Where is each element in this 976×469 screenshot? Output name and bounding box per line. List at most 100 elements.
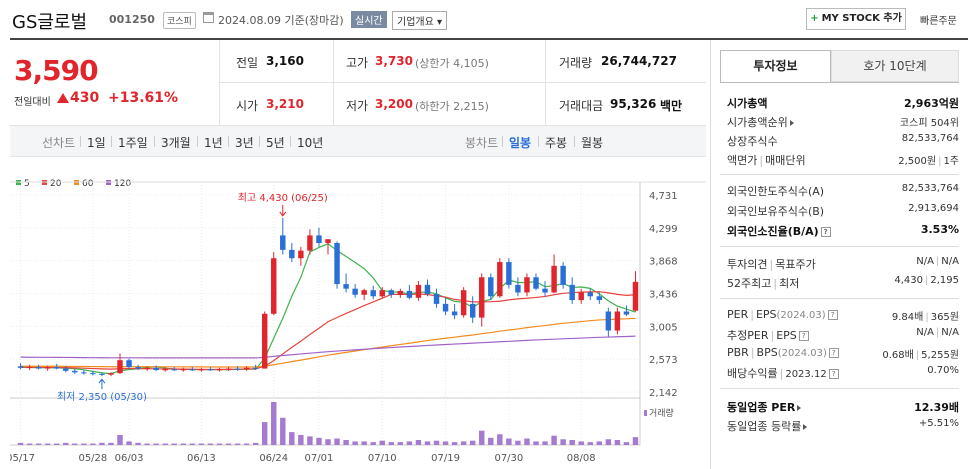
company-overview-dropdown[interactable]: 기업개요 ▾ [392, 11, 447, 30]
up-arrow-icon [57, 93, 69, 103]
tab-order-book-10[interactable]: 호가 10단계 [831, 50, 959, 82]
help-icon[interactable]: ? [828, 348, 839, 358]
help-icon[interactable]: ? [820, 227, 831, 237]
help-icon[interactable]: ? [798, 331, 809, 341]
candle-body [569, 284, 575, 301]
amount-value: 95,326 [610, 97, 657, 111]
price-change: 430 [70, 90, 100, 106]
divider [197, 136, 198, 147]
realtime-button[interactable]: 실시간 [351, 11, 387, 28]
candle-body [506, 262, 512, 285]
volume-bar [108, 442, 114, 445]
legend-label: 20 [50, 179, 62, 189]
candle-body [370, 290, 376, 297]
y-tick-label: 4,731 [649, 191, 678, 202]
volume-bar [370, 442, 376, 445]
candle-weekly[interactable]: 주봉 [545, 136, 568, 150]
help-icon[interactable]: ? [827, 310, 838, 320]
shares-value: 82,533,764 [901, 133, 959, 144]
volume-bar [433, 440, 440, 445]
volume-bar [560, 439, 566, 445]
tab-investment-info[interactable]: 투자정보 [720, 50, 831, 82]
candle-body [225, 368, 232, 370]
period-1d[interactable]: 1일 [87, 136, 106, 150]
price-chart[interactable]: 5 20 60 120 거래량 4,731 4,299 3,868 3,436 3,005 2,… [10, 170, 706, 469]
legend-label: 120 [114, 179, 131, 189]
candle-body [361, 290, 367, 295]
candle-body [126, 360, 132, 368]
w52-high-value: 4,430 [894, 275, 923, 286]
low-annotation: 최저 2,350 (05/30) [57, 391, 147, 403]
candle-body [542, 288, 548, 293]
period-3m[interactable]: 3개월 [161, 136, 191, 150]
candle-body [334, 243, 340, 285]
est-eps-label: EPS [776, 329, 797, 342]
line-chart-label: 선차트 [42, 136, 76, 150]
candle-body [280, 235, 286, 250]
candle-body [298, 250, 304, 259]
candle-body [271, 258, 277, 314]
divider [538, 136, 539, 147]
volume-bar [26, 443, 33, 445]
par-label: 액면가 [727, 154, 758, 167]
volume-bar [189, 443, 196, 445]
candle-daily[interactable]: 일봉 [509, 136, 532, 150]
candle-body [81, 372, 87, 374]
chart-annotations: 최고 4,430 (06/25) 최저 2,350 (05/30) [57, 192, 328, 403]
separator: | [779, 367, 784, 380]
divider [154, 136, 155, 147]
volume-bar [397, 442, 404, 445]
bps-label: BPS [756, 346, 778, 359]
divider [720, 298, 959, 299]
prev-close-value: 3,160 [266, 54, 304, 68]
candle-body [153, 367, 159, 371]
period-5y[interactable]: 5년 [266, 136, 285, 150]
market-cap-rank-text: 시가총액순위 [727, 116, 788, 129]
ma120-line [20, 335, 636, 359]
period-3y[interactable]: 3년 [235, 136, 254, 150]
volume-bar [334, 438, 340, 445]
candle-body [243, 367, 250, 370]
help-icon[interactable]: ? [828, 369, 839, 379]
volume-bar [53, 443, 60, 445]
period-1y[interactable]: 1년 [204, 136, 223, 150]
trade-unit-label: 매매단위 [765, 154, 806, 167]
volume-bar [35, 443, 42, 445]
quick-order-link[interactable]: 빠른주문 [920, 16, 957, 27]
y-tick-label: 3,868 [649, 257, 678, 268]
candle-body [216, 369, 223, 371]
sector-change-label[interactable]: 동일업종 등락률 [727, 418, 808, 434]
volume-bar [533, 441, 539, 445]
period-10y[interactable]: 10년 [297, 136, 324, 150]
separator: | [750, 346, 755, 359]
w52-low-value: 2,195 [930, 275, 959, 286]
divider [720, 388, 959, 389]
est-eps-value: N/A [941, 327, 959, 338]
low-label: 저가 [346, 99, 369, 113]
stock-name: GS글로벌 [12, 12, 88, 33]
market-cap-rank-label[interactable]: 시가총액순위 [727, 114, 794, 130]
volume-bar [479, 430, 485, 445]
add-mystock-button[interactable]: + MY STOCK 추가 [806, 8, 906, 30]
high-label: 고가 [346, 56, 369, 70]
ma60-line [20, 317, 636, 368]
stock-code: 001250 [109, 13, 155, 26]
triangle-right-icon [803, 424, 808, 430]
candle-body [316, 235, 322, 244]
amount-unit: 백만 [660, 99, 683, 113]
opinion-label: 투자의견 [727, 258, 768, 271]
candle-body [307, 235, 313, 251]
per-eps-year: (2024.03) [776, 310, 826, 321]
candle-body [397, 290, 404, 295]
candle-body [469, 303, 476, 318]
volume-bar [596, 441, 603, 445]
volume-bar [343, 439, 349, 445]
period-1w[interactable]: 1주일 [118, 136, 148, 150]
separator: | [750, 308, 754, 321]
divider [219, 82, 706, 83]
foreign-hold-label: 외국인보유주식수(B) [727, 205, 825, 218]
sector-per-label[interactable]: 동일업종 PER [727, 399, 802, 415]
y-tick-label: 2,142 [649, 388, 678, 399]
volume-bar [198, 443, 205, 445]
candle-monthly[interactable]: 월봉 [581, 136, 604, 150]
